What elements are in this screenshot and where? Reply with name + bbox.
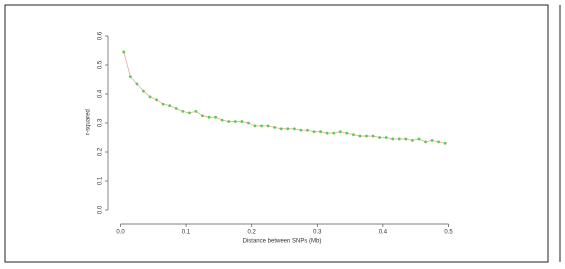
y-tick-label: 0.5 [98,60,104,69]
data-point [214,115,218,119]
data-point [194,110,198,113]
data-point [240,120,244,123]
data-point [404,137,408,141]
data-point [306,128,309,132]
y-tick-label: 0.4 [98,89,104,98]
data-point [332,131,336,135]
x-tick-label: 0.2 [248,230,257,236]
data-point [233,120,237,123]
data-point [319,130,322,134]
data-point [168,104,172,107]
data-point [430,139,434,142]
data-point [122,50,126,54]
x-tick-label: 0.1 [182,230,191,236]
y-tick-label: 0.6 [98,31,104,40]
data-point [365,134,368,138]
data-point [187,111,191,115]
data-point [378,136,382,139]
data-point [273,125,277,129]
data-point [371,134,375,138]
data-point [338,130,342,134]
data-point [260,124,263,128]
data-point [437,140,441,144]
data-point [201,114,204,118]
data-point [142,89,145,93]
y-tick-label: 0.0 [98,205,104,214]
data-point [247,121,250,125]
data-point [135,82,139,86]
data-point [253,124,257,128]
data-point [161,102,165,106]
data-point [292,127,296,131]
data-point [227,120,231,123]
data-point [128,75,132,78]
data-point [397,137,401,141]
data-point [345,131,349,135]
data-line [123,51,446,144]
data-point [148,95,152,99]
data-point [443,141,447,145]
data-point [266,124,270,128]
data-point [286,127,290,131]
data-point [207,115,211,119]
y-tick-label: 0.1 [98,176,104,185]
data-point [299,128,303,132]
data-point [391,137,395,141]
data-point [424,140,427,144]
y-tick-label: 0.2 [98,147,104,156]
data-point [411,139,414,142]
data-point [155,98,158,102]
data-point [220,118,224,122]
data-point [181,110,185,113]
data-point [279,127,283,131]
data-point [358,134,362,138]
data-point [312,130,316,134]
x-tick-label: 0.0 [116,230,125,236]
data-point [417,137,421,141]
data-point [384,136,388,139]
x-tick-label: 0.5 [444,230,453,236]
data-point [351,133,355,137]
data-point [174,107,178,110]
y-axis-label: r-squared [86,109,92,135]
x-tick-label: 0.3 [313,230,322,236]
y-tick-label: 0.3 [98,118,104,127]
x-tick-label: 0.4 [379,230,388,236]
data-point [325,131,329,135]
x-axis-label: Distance between SNPs (Mb) [243,239,322,245]
frame [4,4,549,263]
